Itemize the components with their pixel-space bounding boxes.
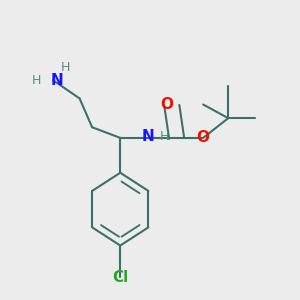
Text: H: H (160, 130, 169, 143)
Text: Cl: Cl (112, 271, 128, 286)
Text: N: N (51, 73, 64, 88)
Text: O: O (197, 130, 210, 145)
Text: O: O (160, 97, 173, 112)
Text: N: N (142, 130, 155, 145)
Text: H: H (32, 74, 41, 87)
Text: H: H (61, 61, 70, 74)
